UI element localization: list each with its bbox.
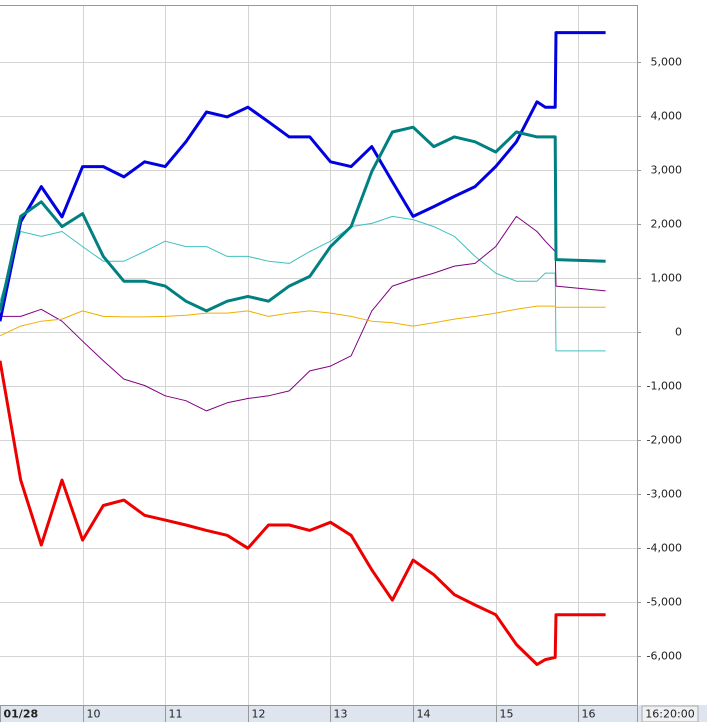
series-line: [0, 215, 606, 352]
x-axis-band: [0, 705, 707, 722]
y-tick-label: 4,000: [651, 110, 683, 123]
y-tick-label: 0: [675, 326, 682, 339]
y-tick-label: -4,000: [647, 542, 682, 555]
x-tick-label: 10: [87, 708, 101, 721]
x-tick-label: 12: [252, 708, 266, 721]
time-label: 16:20:00: [645, 708, 694, 721]
series-line: [0, 360, 606, 666]
x-tick-label: 16: [582, 708, 596, 721]
y-tick-label: 1,000: [651, 272, 683, 285]
y-tick-label: -6,000: [647, 650, 682, 663]
y-tick-label: -1,000: [647, 380, 682, 393]
y-tick-label: -2,000: [647, 434, 682, 447]
series-line: [0, 305, 606, 337]
time-label-box: [641, 705, 699, 722]
x-tick-label: 13: [334, 708, 348, 721]
y-tick-label: 5,000: [651, 56, 683, 69]
x-tick-label: 14: [417, 708, 431, 721]
series-line: [0, 215, 606, 412]
y-tick-label: 2,000: [651, 218, 683, 231]
y-tick-label: -5,000: [647, 596, 682, 609]
y-tick-label: 3,000: [651, 164, 683, 177]
series-line: [0, 31, 606, 322]
series-line: [0, 125, 606, 313]
y-tick-label: -3,000: [647, 488, 682, 501]
x-tick-label: 15: [500, 708, 514, 721]
x-tick-label: 01/28: [4, 708, 39, 721]
x-tick-label: 11: [169, 708, 183, 721]
